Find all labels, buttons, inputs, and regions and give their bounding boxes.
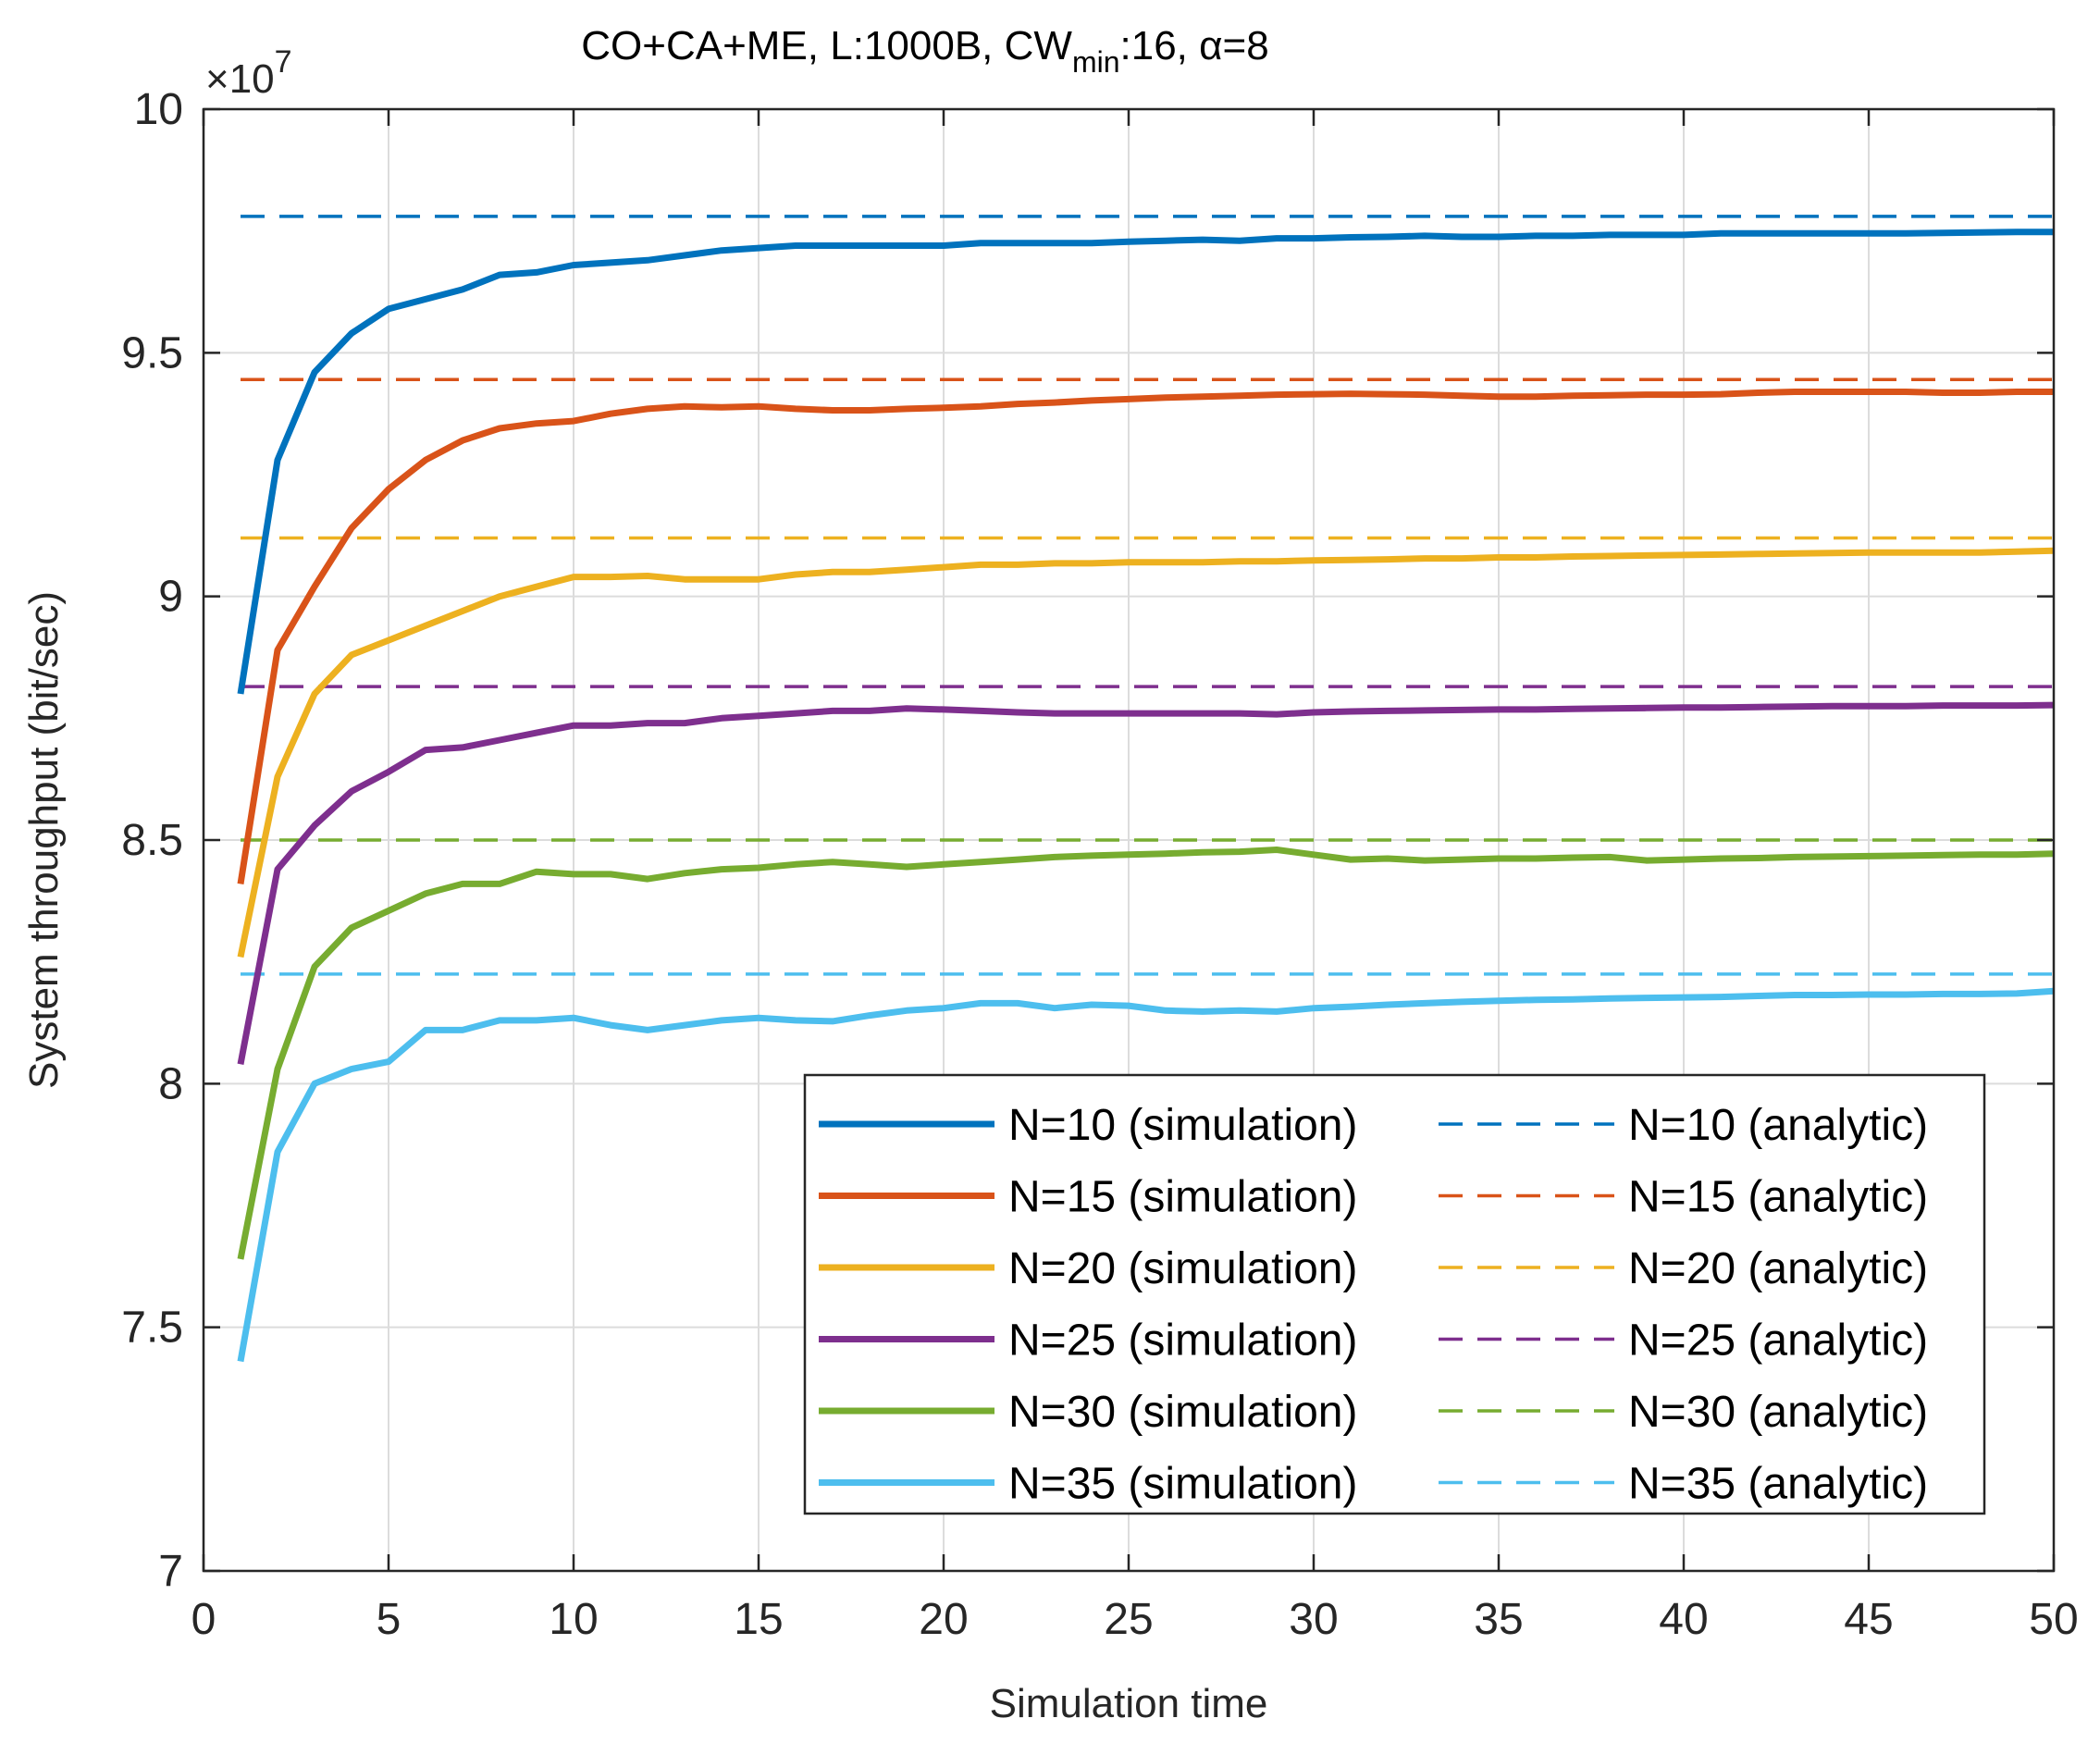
x-axis-label: Simulation time bbox=[990, 1681, 1268, 1726]
series-n-10-simulation bbox=[237, 229, 2054, 695]
legend-item: N=30 (analytic) bbox=[1439, 1388, 1928, 1437]
series-layer bbox=[237, 215, 2055, 1363]
legend-item: N=15 (simulation) bbox=[819, 1173, 1357, 1222]
legend-item: N=25 (analytic) bbox=[1439, 1317, 1928, 1366]
x-tick-label: 25 bbox=[1104, 1595, 1153, 1644]
legend-item: N=35 (simulation) bbox=[819, 1460, 1357, 1509]
legend-box bbox=[803, 1073, 1986, 1515]
series-n-35-simulation bbox=[237, 987, 2055, 1363]
x-tick-label: 20 bbox=[919, 1595, 968, 1644]
y-tick-label: 7.5 bbox=[121, 1304, 183, 1353]
legend-items: N=10 (simulation) N=15 (simulation) N=20 (… bbox=[819, 1101, 1928, 1509]
legend-item: N=30 (simulation) bbox=[819, 1388, 1357, 1437]
legend-item: N=25 (simulation) bbox=[819, 1317, 1357, 1366]
legend-label: N=10 (analytic) bbox=[1628, 1101, 1928, 1150]
legend-label: N=15 (analytic) bbox=[1628, 1173, 1928, 1222]
x-tick-label: 40 bbox=[1659, 1595, 1708, 1644]
y-tick-label: 9.5 bbox=[121, 328, 183, 377]
series-n-30-simulation bbox=[237, 847, 2055, 1260]
legend-item: N=15 (analytic) bbox=[1439, 1173, 1928, 1222]
legend-label: N=15 (simulation) bbox=[1008, 1173, 1357, 1222]
legend-label: N=25 (simulation) bbox=[1008, 1317, 1357, 1366]
legend-label: N=35 (simulation) bbox=[1008, 1460, 1357, 1509]
legend-label: N=10 (simulation) bbox=[1008, 1101, 1357, 1150]
legend-label: N=30 (simulation) bbox=[1008, 1388, 1357, 1437]
series-n-25-simulation bbox=[237, 701, 2055, 1065]
series-n-20-simulation bbox=[237, 547, 2055, 958]
x-tick-label: 0 bbox=[191, 1595, 216, 1644]
legend-item: N=20 (analytic) bbox=[1439, 1244, 1928, 1293]
x-tick-label: 30 bbox=[1289, 1595, 1338, 1644]
legend-item: N=10 (analytic) bbox=[1439, 1101, 1928, 1150]
y-tick-label: 7 bbox=[158, 1547, 183, 1596]
legend-label: N=30 (analytic) bbox=[1628, 1388, 1928, 1437]
x-tick-label: 15 bbox=[734, 1595, 783, 1644]
y-tick-label: 10 bbox=[134, 85, 183, 134]
y-tick-label: 8.5 bbox=[121, 816, 183, 865]
legend-item: N=20 (simulation) bbox=[819, 1244, 1357, 1293]
x-tick-label: 35 bbox=[1474, 1595, 1523, 1644]
y-axis-label: System throughput (bit/sec) bbox=[21, 591, 67, 1089]
axis-ticks: 0 5 10 15 20 25 30 35 40 45 50 7 7.5 8 8.5 9 9.5 10 bbox=[121, 85, 2078, 1644]
x-tick-label: 5 bbox=[377, 1595, 401, 1644]
legend-item: N=35 (analytic) bbox=[1439, 1460, 1928, 1509]
legend-label: N=20 (simulation) bbox=[1008, 1244, 1357, 1293]
legend-label: N=35 (analytic) bbox=[1628, 1460, 1928, 1509]
y-tick-label: 8 bbox=[158, 1059, 183, 1108]
x-tick-label: 50 bbox=[2029, 1595, 2078, 1644]
legend-item: N=10 (simulation) bbox=[819, 1101, 1357, 1150]
legend: N=10 (simulation) N=15 (simulation) N=20 (… bbox=[803, 1073, 1986, 1515]
x-tick-label: 45 bbox=[1844, 1595, 1893, 1644]
y-axis-exponent: ×107 bbox=[205, 44, 292, 102]
legend-label: N=20 (analytic) bbox=[1628, 1244, 1928, 1293]
y-tick-label: 9 bbox=[158, 573, 183, 622]
legend-label: N=25 (analytic) bbox=[1628, 1317, 1928, 1366]
x-tick-label: 10 bbox=[549, 1595, 598, 1644]
chart-title: CO+CA+ME, L:1000B, CWmin:16, α=8 bbox=[581, 23, 1268, 79]
series-n-15-simulation bbox=[237, 389, 2054, 884]
